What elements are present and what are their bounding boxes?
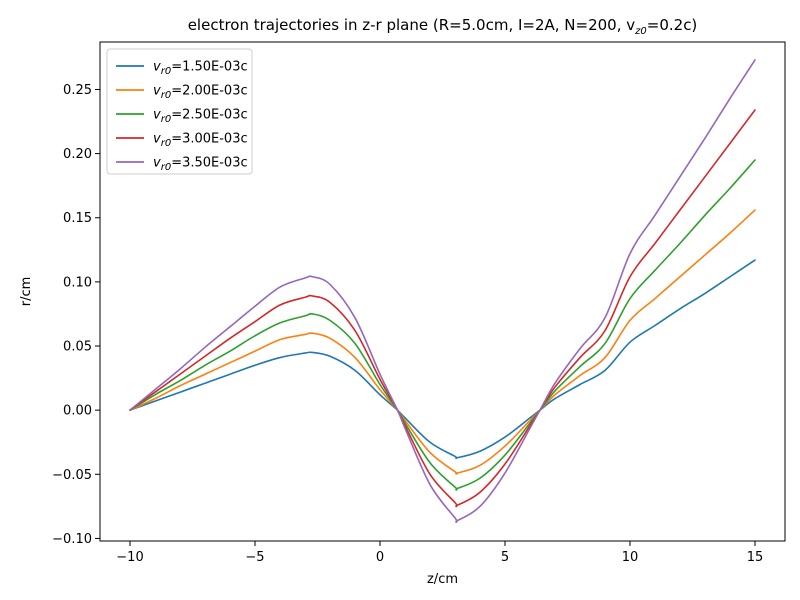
x-tick-label: −5 xyxy=(245,550,264,565)
y-axis-title: r/cm xyxy=(19,277,34,307)
y-tick-label: 0.00 xyxy=(63,404,92,419)
x-axis: −10 −5 0 5 10 15 xyxy=(116,541,763,565)
chart-title: electron trajectories in z-r plane (R=5.… xyxy=(188,16,698,37)
chart-title-main: electron trajectories in z-r plane (R=5.… xyxy=(188,16,636,34)
x-tick-label: 15 xyxy=(747,550,764,565)
y-tick-label: 0.25 xyxy=(63,83,92,98)
series-line-3 xyxy=(129,159,756,491)
chart-title-tail: =0.2c) xyxy=(647,16,698,34)
series-line-4 xyxy=(129,109,756,508)
y-tick-label: −0.05 xyxy=(52,468,92,483)
y-tick-label: 0.15 xyxy=(63,211,92,226)
legend-box xyxy=(106,48,253,175)
x-tick-label: 5 xyxy=(501,550,509,565)
y-axis: −0.10 −0.05 0.00 0.05 0.10 0.15 0.20 0.25 xyxy=(52,83,100,547)
legend-entry-label: vr0=3.50E-03c xyxy=(153,156,248,174)
plot-frame xyxy=(99,41,786,542)
x-axis-title: z/cm xyxy=(427,572,458,587)
legend-entry-label: vr0=2.50E-03c xyxy=(153,108,248,126)
x-tick-label: 0 xyxy=(376,550,384,565)
series-lines xyxy=(129,59,756,523)
x-tick-label: 10 xyxy=(622,550,639,565)
legend: vr0=1.50E-03c vr0=2.00E-03c vr0=2.50E-03c v… xyxy=(106,48,253,175)
x-tick-label: −10 xyxy=(116,550,143,565)
y-tick-label: 0.20 xyxy=(63,147,92,162)
series-line-5 xyxy=(129,59,756,523)
chart-title-subscript: z0 xyxy=(634,26,647,37)
y-tick-label: 0.05 xyxy=(63,340,92,355)
legend-entry-label: vr0=2.00E-03c xyxy=(153,84,248,102)
series-line-1 xyxy=(129,259,756,460)
legend-entry-label: vr0=3.00E-03c xyxy=(153,132,248,150)
y-tick-label: −0.10 xyxy=(52,532,92,547)
legend-entry-label: vr0=1.50E-03c xyxy=(153,60,248,78)
y-tick-label: 0.10 xyxy=(63,275,92,290)
series-line-2 xyxy=(129,209,756,475)
